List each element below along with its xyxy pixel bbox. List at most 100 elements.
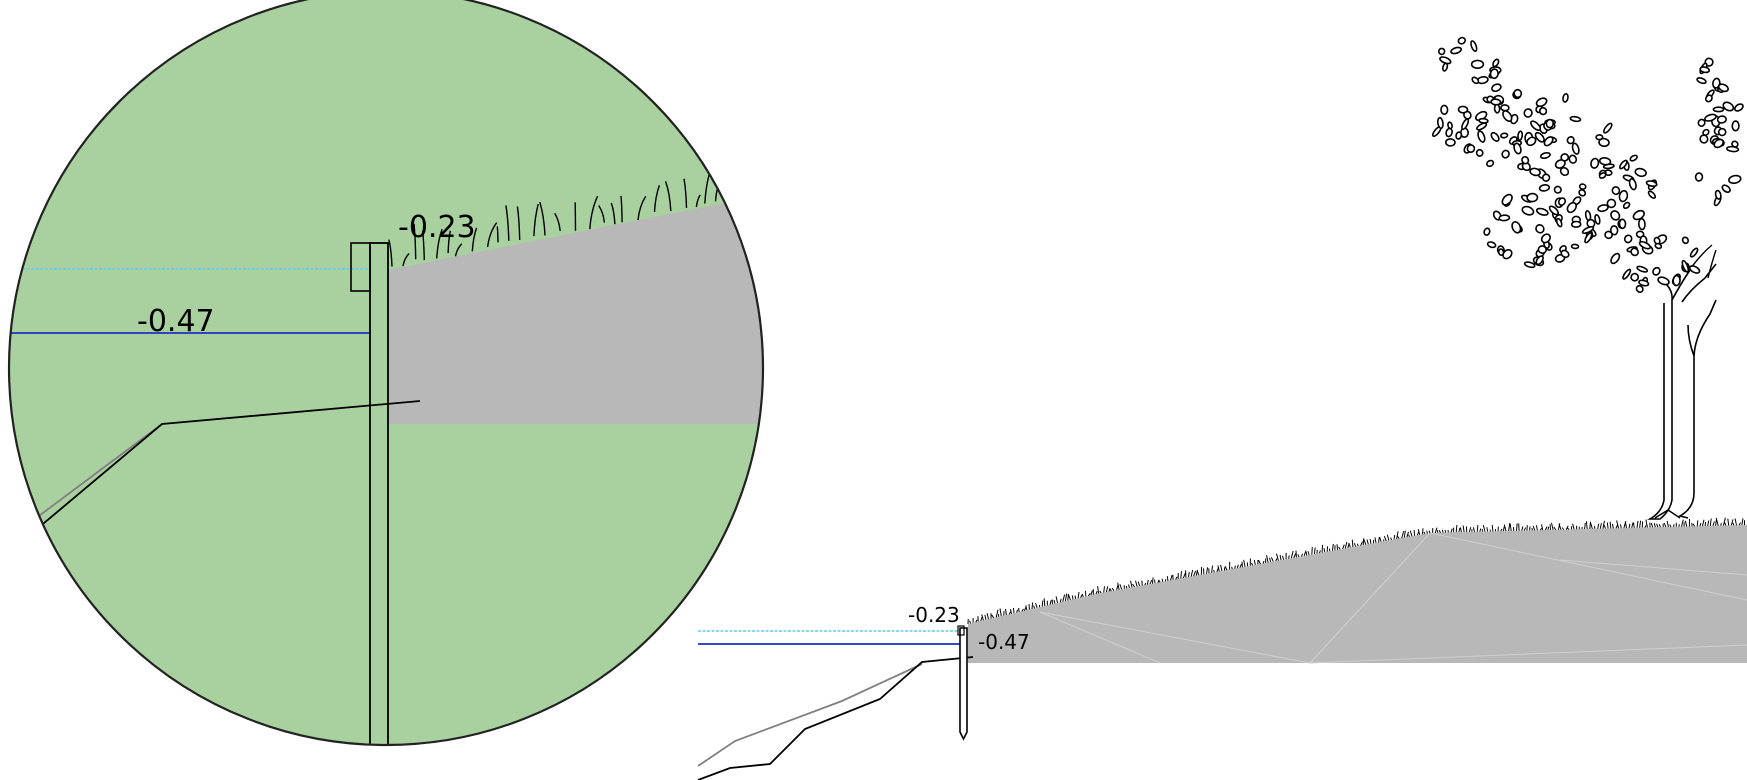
leaf-icon: [1537, 245, 1547, 255]
leaf-icon: [1634, 167, 1647, 178]
overview-bed-line-secondary: [697, 663, 923, 767]
leaf-icon: [1717, 127, 1727, 137]
leaf-icon: [1629, 154, 1638, 162]
leaf-icon: [1545, 118, 1555, 129]
leaf-icon: [1471, 76, 1480, 85]
leaf-icon: [1560, 153, 1570, 162]
leaf-icon: [1636, 265, 1649, 273]
leaf-icon: [1712, 106, 1725, 113]
leaf-icon: [1610, 210, 1621, 221]
leaf-icon: [1502, 248, 1513, 260]
leaf-icon: [1570, 220, 1582, 228]
leaf-icon: [1521, 205, 1535, 216]
leaf-icon: [1534, 131, 1545, 143]
leaf-icon: [1523, 261, 1536, 269]
leaf-icon: [1595, 134, 1604, 141]
leaf-icon: [1603, 122, 1613, 134]
leaf-icon: [1543, 136, 1554, 147]
leaf-icon: [1622, 268, 1632, 280]
leaf-icon: [1566, 136, 1575, 145]
leaf-icon: [1439, 56, 1452, 65]
leaf-icon: [1699, 134, 1709, 144]
leaf-icon: [1557, 197, 1567, 206]
leaf-icon: [1442, 62, 1449, 72]
leaf-icon: [1500, 104, 1510, 112]
leaf-icon: [1562, 93, 1569, 103]
leaf-icon: [1500, 132, 1509, 139]
leaf-icon: [1704, 113, 1717, 122]
leaf-icon: [1570, 243, 1580, 250]
overview-pile-cap: [957, 625, 965, 636]
leaf-icon: [1553, 185, 1562, 194]
leaf-icon: [1470, 59, 1485, 70]
leaf-icon: [1513, 142, 1522, 155]
leaf-icon: [1477, 130, 1486, 143]
leaf-icon: [1597, 204, 1609, 213]
leaf-icon: [1511, 221, 1522, 234]
leaf-icon: [1604, 230, 1613, 240]
leaf-icon: [1523, 108, 1533, 118]
zoom-bed-line: [9, 400, 421, 561]
leaf-icon: [1555, 217, 1563, 228]
leaf-icon: [1623, 234, 1633, 244]
leaf-icon: [1610, 252, 1621, 265]
tree-icon: [1431, 36, 1744, 520]
leaf-icon: [1566, 201, 1578, 214]
leaf-icon: [1702, 128, 1710, 136]
leaf-icon: [1538, 106, 1548, 116]
leaf-icon: [1535, 255, 1544, 266]
leaf-icon: [1470, 40, 1478, 53]
leaf-icon: [1486, 159, 1495, 168]
zoom-top-level-label: -0.23: [398, 210, 476, 245]
leaf-icon: [1476, 122, 1488, 131]
leaf-icon: [1594, 213, 1601, 225]
leaf-icon: [1694, 172, 1704, 182]
leaf-icon: [1721, 184, 1731, 193]
leaf-icon: [1578, 183, 1587, 190]
leaf-icon: [1714, 189, 1722, 200]
leaf-icon: [1717, 83, 1729, 93]
leaf-icon: [1622, 201, 1631, 210]
leaf-icon: [1478, 117, 1489, 124]
leaf-icon: [1475, 148, 1484, 157]
leaf-icon: [1657, 276, 1670, 286]
leaf-icon: [1584, 232, 1593, 244]
leaf-icon: [1713, 138, 1725, 149]
leaf-icon: [1652, 266, 1661, 276]
leaf-icon: [1681, 259, 1690, 273]
leaf-icon: [1598, 172, 1607, 179]
leaf-icon: [1526, 136, 1537, 147]
leaf-icon: [1635, 285, 1644, 293]
leaf-icon: [1578, 188, 1587, 197]
leaf-icon: [1541, 173, 1551, 182]
leaf-icon: [1497, 248, 1505, 256]
overview-top-level-label: -0.23: [908, 603, 960, 627]
leaf-icon: [1630, 272, 1640, 282]
leaf-icon: [1699, 66, 1711, 74]
leaf-icon: [1489, 68, 1499, 80]
leaf-icon: [1501, 149, 1510, 159]
leaf-icon: [1491, 83, 1502, 93]
leaf-icon: [1538, 184, 1551, 192]
leaf-icon: [1609, 225, 1619, 236]
zoom-detail: -0.23 -0.47: [8, 0, 764, 746]
leaf-icon: [1559, 166, 1570, 177]
soil-texture: [1039, 532, 1747, 664]
overview-sheet-pile: [959, 627, 968, 741]
leaf-icon: [1535, 207, 1549, 216]
zoom-circle-border: [8, 0, 764, 746]
leaf-icon: [1602, 163, 1615, 170]
leaf-icon: [1696, 77, 1707, 85]
leaf-icon: [1490, 131, 1500, 142]
leaf-icon: [1492, 58, 1500, 68]
zoom-soil: [388, 200, 763, 424]
leaf-icon: [1722, 101, 1735, 112]
leaf-icon: [1529, 167, 1541, 177]
leaf-icon: [1502, 110, 1513, 122]
leaf-icon: [1645, 180, 1658, 187]
leaf-icon: [1638, 279, 1650, 287]
leaf-icon: [1728, 174, 1742, 185]
leaf-icon: [1688, 265, 1701, 274]
leaf-icon: [1606, 198, 1617, 209]
